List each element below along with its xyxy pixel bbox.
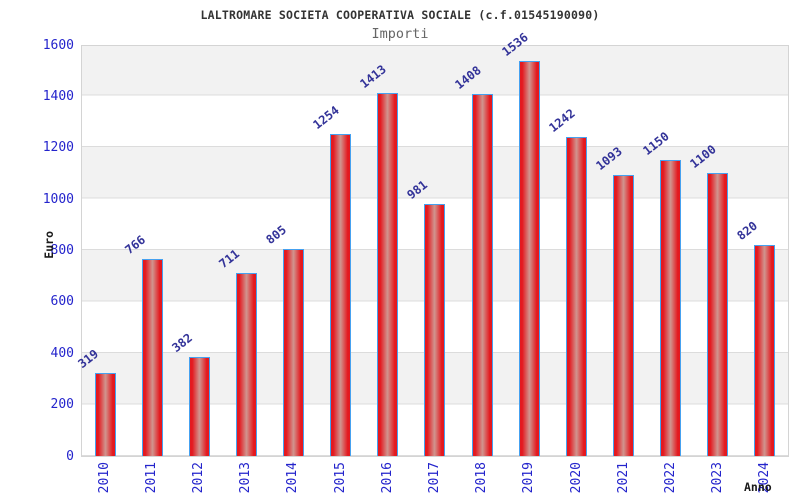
x-tick-slot: 2018 <box>459 462 506 493</box>
x-tick-label: 2013 <box>238 462 254 494</box>
bar-2019: 1536 <box>499 31 540 456</box>
bar-slot: 1093 <box>593 46 647 456</box>
x-tick-slot: 2015 <box>317 462 364 493</box>
x-tick-slot: 2013 <box>223 462 270 493</box>
x-tick-label: 2021 <box>615 462 631 494</box>
bar-slot: 1100 <box>687 46 741 456</box>
y-tick-label: 1400 <box>42 88 74 104</box>
bar-slot: 1254 <box>311 46 364 456</box>
bar-slot: 1408 <box>452 46 506 456</box>
x-tick-slot: 2017 <box>411 462 458 493</box>
x-tick-label: 2018 <box>474 462 490 494</box>
y-tick-label: 800 <box>50 243 74 258</box>
bar-slot: 820 <box>734 46 788 456</box>
x-axis-tick-labels: 2010 2011 2012 2013 2014 2015 2016 2017 2018 2019… <box>81 462 789 493</box>
x-tick-slot: 2021 <box>600 462 647 493</box>
bar-2021: 1093 <box>593 144 634 456</box>
y-tick-label: 600 <box>50 294 74 310</box>
bar-2014: 805 <box>264 222 305 456</box>
x-axis-title: Anno <box>744 480 772 494</box>
x-tick-label: 2020 <box>568 462 584 494</box>
bars-container: 319 766 382 711 805 1254 1413 981 1408 1536 1242 10… <box>75 31 788 456</box>
bar-slot: 1413 <box>358 46 411 456</box>
x-tick-slot: 2019 <box>506 462 553 493</box>
bar-2017: 981 <box>405 177 446 456</box>
bar-slot: 711 <box>217 46 270 456</box>
bar-slot: 766 <box>122 46 176 456</box>
bar-2023: 1100 <box>687 142 728 456</box>
bar-2010: 319 <box>75 347 117 456</box>
x-tick-slot: 2011 <box>128 462 175 493</box>
y-tick-label: 1600 <box>42 37 74 53</box>
x-tick-slot: 2020 <box>553 462 600 493</box>
bar-slot: 1150 <box>640 46 694 456</box>
x-tick-label: 2017 <box>427 462 443 494</box>
y-tick-label: 0 <box>66 448 74 464</box>
y-tick-label: 1000 <box>42 191 74 207</box>
x-tick-label: 2011 <box>143 462 159 494</box>
bar-slot: 805 <box>264 46 317 456</box>
bar-2020: 1242 <box>546 106 587 456</box>
bar-slot: 319 <box>75 46 129 456</box>
x-tick-label: 2016 <box>379 462 395 494</box>
chart-subtitle: Importi <box>371 26 429 42</box>
bar-2016: 1413 <box>358 62 399 456</box>
bar-value-label: 319 <box>75 346 102 372</box>
bar-slot: 1536 <box>499 31 553 456</box>
y-tick-label: 200 <box>50 397 74 413</box>
bar-slot: 1242 <box>546 46 600 456</box>
bar-2022: 1150 <box>640 129 681 456</box>
x-tick-slot: 2022 <box>647 462 694 493</box>
x-tick-label: 2023 <box>710 462 726 494</box>
bar-slot: 981 <box>405 46 458 456</box>
x-tick-label: 2010 <box>96 462 112 494</box>
bar-slot: 382 <box>170 46 223 456</box>
bar-2013: 711 <box>217 246 258 456</box>
x-tick-label: 2019 <box>521 462 537 494</box>
bar-2024: 820 <box>734 218 775 456</box>
chart-title: LALTROMARE SOCIETA COOPERATIVA SOCIALE (… <box>200 8 600 22</box>
plot-area: 319 766 382 711 805 1254 1413 981 1408 1536 1242 10… <box>75 31 789 457</box>
x-tick-label: 2014 <box>285 462 301 494</box>
x-tick-slot: 2012 <box>175 462 222 493</box>
bar-2011: 766 <box>122 232 164 456</box>
y-tick-label: 400 <box>50 345 74 361</box>
bar-2012: 382 <box>170 331 211 456</box>
x-tick-slot: 2016 <box>364 462 411 493</box>
x-tick-label: 2015 <box>332 462 348 494</box>
x-tick-slot: 2010 <box>81 462 128 493</box>
y-axis-title: Euro <box>42 231 56 259</box>
x-tick-label: 2012 <box>191 462 206 494</box>
bar-2018: 1408 <box>452 63 493 456</box>
bar-2015: 1254 <box>311 103 352 456</box>
y-tick-label: 1200 <box>42 140 74 156</box>
x-tick-slot: 2014 <box>270 462 317 493</box>
x-tick-slot: 2023 <box>695 462 742 493</box>
x-tick-label: 2022 <box>663 462 679 494</box>
